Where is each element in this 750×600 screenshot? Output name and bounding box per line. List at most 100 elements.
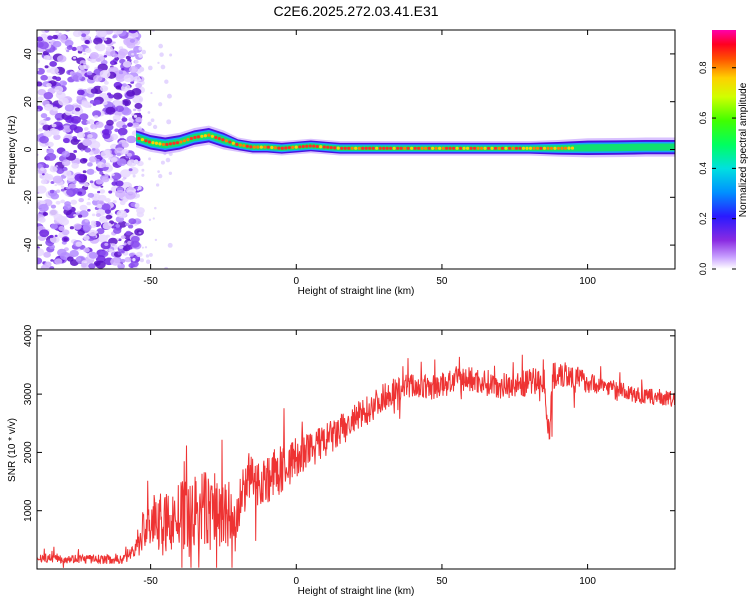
ridge-peak-dot bbox=[434, 146, 438, 150]
ridge-peak-dot bbox=[420, 146, 424, 150]
spectrogram-noise-blob bbox=[49, 67, 59, 75]
ridge-peak-dot bbox=[525, 146, 529, 150]
spectrogram-noise-blob bbox=[112, 30, 124, 35]
spectrogram-noise-blob bbox=[135, 117, 143, 123]
spectrogram-noise-blob bbox=[99, 171, 104, 175]
spectrogram-noise-blob bbox=[116, 152, 122, 157]
spectrogram-noise-blob bbox=[92, 147, 96, 151]
spectrogram-noise-blob bbox=[131, 88, 142, 96]
spectrogram-noise-blob bbox=[52, 40, 62, 48]
spectrogram-noise-speck bbox=[154, 206, 157, 210]
ridge-peak-dot bbox=[252, 145, 256, 149]
spectrogram-noise-speck bbox=[134, 203, 140, 208]
ridge-peak-dot bbox=[570, 146, 575, 150]
spectrogram-noise-blob bbox=[95, 43, 106, 52]
spectrogram-noise-blob bbox=[100, 185, 104, 188]
spectrogram-noise-blob bbox=[37, 68, 40, 72]
spectrogram-noise-blob bbox=[137, 108, 142, 112]
ridge-peak-dot bbox=[413, 146, 417, 150]
ridge-peak-dot bbox=[518, 146, 522, 150]
spectrogram-noise-speck bbox=[150, 92, 153, 95]
spectrogram-noise-blob bbox=[83, 235, 90, 241]
ridge-peak-dot bbox=[354, 146, 358, 150]
spectrogram-noise-blob bbox=[76, 89, 85, 96]
spectrogram-noise-blob bbox=[49, 60, 58, 67]
ridge-peak-dot bbox=[546, 146, 550, 150]
spectrogram-noise-blob bbox=[69, 249, 79, 258]
spectrogram-noise-blob bbox=[108, 157, 111, 160]
ridge-peak-dot bbox=[312, 144, 316, 148]
spectrogram-noise-blob bbox=[72, 30, 82, 38]
spectrogram-noise-blob bbox=[40, 167, 45, 171]
spectrogram-noise-blob bbox=[37, 88, 47, 96]
ridge-peak-dot bbox=[465, 146, 470, 150]
ridge-peak-dot bbox=[532, 146, 536, 150]
spectrogram-noise-blob bbox=[95, 58, 101, 62]
spectrogram-noise-blob bbox=[71, 72, 83, 81]
ridge-peak-dot bbox=[553, 146, 557, 150]
snr-series-line bbox=[37, 354, 675, 568]
spectrogram-noise-blob bbox=[111, 181, 118, 186]
spectrogram-noise-blob bbox=[73, 149, 78, 153]
spectrogram-noise-blob bbox=[82, 223, 92, 231]
spectrogram-noise-blob bbox=[115, 85, 121, 90]
spectrogram-noise-blob bbox=[89, 100, 95, 104]
spectrogram-noise-speck bbox=[166, 119, 172, 125]
spectrogram-noise-blob bbox=[69, 124, 78, 131]
ridge-peak-dot bbox=[224, 139, 228, 143]
spectrogram-noise-blob bbox=[55, 91, 66, 100]
ridge-peak-dot bbox=[147, 140, 152, 144]
spectrogram-noise-speck bbox=[132, 174, 136, 178]
ridge-peak-dot bbox=[438, 146, 442, 150]
spectrogram-noise-blob bbox=[46, 82, 52, 88]
spectrogram-noise-speck bbox=[164, 79, 169, 84]
spectrogram-noise-blob bbox=[63, 208, 72, 216]
spectrogram-noise-speck bbox=[133, 159, 139, 165]
spectrogram-noise-blob bbox=[39, 135, 49, 144]
spectrogram-noise-speck bbox=[157, 61, 160, 65]
colorbar-tick-label: 0.2 bbox=[698, 212, 708, 225]
spectrogram-noise-blob bbox=[43, 103, 54, 111]
spectrogram-noise-blob bbox=[86, 121, 91, 125]
spectrogram-noise-blob bbox=[81, 100, 90, 108]
ridge-peak-dot bbox=[483, 146, 487, 150]
spectrogram-noise-blob bbox=[55, 76, 62, 82]
spectrogram-noise-blob bbox=[52, 106, 59, 112]
spectrogram-noise-blob bbox=[86, 57, 91, 61]
spectrogram-noise-blob bbox=[89, 151, 95, 156]
spectrogram-noise-blob bbox=[80, 263, 87, 268]
spectrogram-noise-blob bbox=[58, 226, 65, 231]
spectrogram-panel: -50 0 50 100 -40 -20 0 20 40 Height of straight… bbox=[7, 29, 676, 297]
colorbar-ticks: 0.0 0.2 0.4 0.6 0.8 bbox=[698, 61, 736, 275]
spectrogram-noise-blob bbox=[47, 35, 54, 41]
spectrogram-noise-speck bbox=[157, 170, 160, 173]
ridge-peak-dot bbox=[507, 146, 512, 150]
spectrogram-noise-speck bbox=[166, 93, 172, 99]
snr-y-ticks: 1000 2000 3000 4000 bbox=[23, 324, 675, 522]
snr-y-label: SNR (10 * v/v) bbox=[7, 418, 18, 482]
spectrogram-x-ticks: -50 0 50 100 bbox=[143, 30, 596, 287]
spectrogram-noise-blob bbox=[115, 74, 126, 83]
spectrogram-noise-blob bbox=[49, 189, 55, 194]
spectrogram-noise-blob bbox=[121, 148, 129, 155]
ridge-peak-dot bbox=[158, 142, 162, 146]
ridge-peak-dot bbox=[504, 146, 508, 150]
spectrogram-noise-blob bbox=[114, 147, 125, 156]
spectrogram-noise-blob bbox=[38, 203, 49, 212]
ridge-peak-dot bbox=[287, 146, 291, 150]
ridge-peak-dot bbox=[431, 146, 435, 150]
spectrogram-noise-blob bbox=[130, 235, 140, 243]
spectrogram-noise-blob bbox=[118, 48, 129, 56]
spectrogram-noise-blob bbox=[40, 200, 46, 205]
ridge-peak-dot bbox=[182, 139, 187, 143]
ridge-peak-dot bbox=[214, 135, 218, 140]
ridge-peak-dot bbox=[361, 146, 365, 150]
spectrogram-noise-blob bbox=[113, 41, 116, 44]
spectrogram-noise-blob bbox=[82, 170, 87, 174]
spectrogram-noise-blob bbox=[38, 217, 46, 223]
ridge-peak-dot bbox=[238, 143, 242, 147]
spectrogram-noise-blob bbox=[58, 34, 67, 41]
spectrogram-noise-blob bbox=[74, 107, 81, 112]
ridge-peak-dot bbox=[539, 146, 543, 150]
